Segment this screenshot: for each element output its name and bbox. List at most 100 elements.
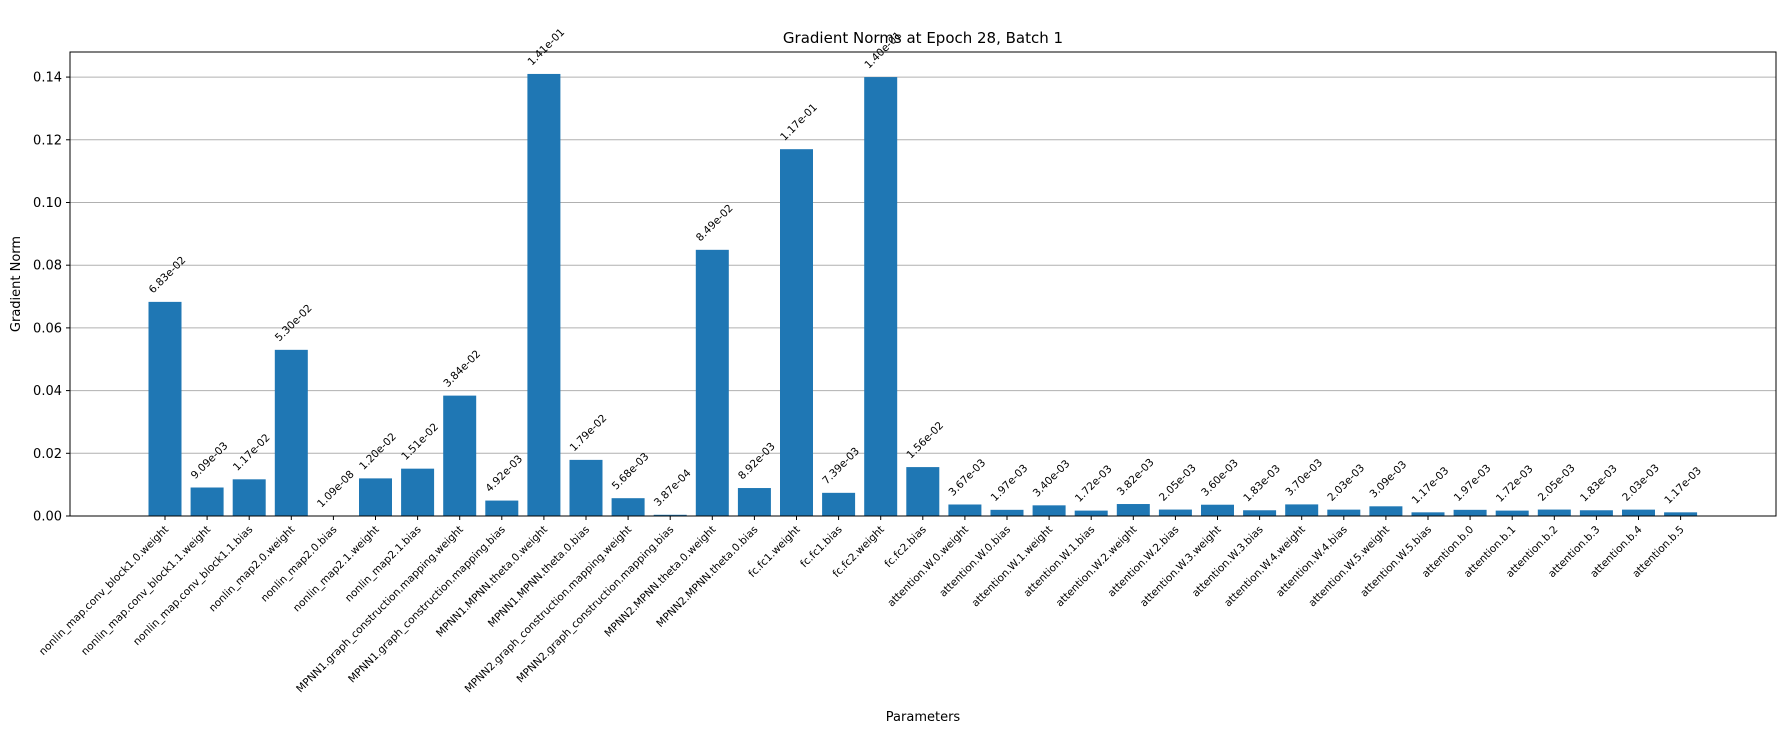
bar <box>822 492 856 516</box>
bar <box>1453 509 1487 516</box>
bar <box>232 479 266 516</box>
bar-value-label: 3.09e-03 <box>1368 459 1410 501</box>
bar <box>1243 510 1277 516</box>
bar-value-label: 1.72e-03 <box>1494 463 1536 505</box>
y-tick-label: 0.12 <box>33 133 62 148</box>
x-tick-label: MPNN1.graph_construction.mapping.bias <box>346 524 508 686</box>
bar <box>274 349 308 516</box>
x-tick-label: attention.W.0.bias <box>937 524 1013 600</box>
y-tick-label: 0.08 <box>33 259 62 274</box>
y-axis-label: Gradient Norm <box>9 236 24 332</box>
bar <box>148 301 182 516</box>
bar <box>190 487 224 516</box>
data-labels-layer: 6.83e-02 9.09e-03 1.17e-02 5.30e-02 1.09e-08… <box>147 26 1704 510</box>
x-ticks-layer: nonlin_map.conv_block1.0.weightnonlin_ma… <box>37 516 1687 695</box>
bar-value-label: 3.82e-03 <box>1115 456 1157 498</box>
bar-value-label: 1.09e-08 <box>315 468 357 510</box>
bar <box>1074 510 1108 516</box>
bar-value-label: 3.60e-03 <box>1199 457 1241 499</box>
bar <box>948 504 982 516</box>
bar-value-label: 5.30e-02 <box>273 302 315 344</box>
bar-value-label: 2.03e-03 <box>1325 462 1367 504</box>
bar <box>359 478 392 516</box>
bar <box>1158 509 1192 516</box>
bar-value-label: 3.84e-02 <box>441 348 483 390</box>
bar-value-label: 1.17e-03 <box>1662 465 1704 507</box>
bar <box>780 149 813 516</box>
bar <box>611 498 645 516</box>
y-tick-label: 0.06 <box>33 321 62 336</box>
y-ticks-layer: 0.00 0.02 0.04 0.06 0.08 0.10 0.12 0.14 <box>33 71 70 525</box>
x-tick-label: attention.W.3.weight <box>1138 524 1224 610</box>
x-tick-label: attention.W.4.weight <box>1222 524 1308 610</box>
bar-value-label: 1.97e-03 <box>1452 462 1494 504</box>
y-tick-label: 0.10 <box>33 196 62 211</box>
bar-value-label: 1.20e-02 <box>357 431 399 473</box>
bar <box>443 395 477 516</box>
x-tick-label: attention.W.5.bias <box>1358 524 1434 600</box>
y-tick-label: 0.14 <box>33 71 62 86</box>
bar-value-label: 1.51e-02 <box>399 421 441 463</box>
bar <box>1537 509 1571 516</box>
bar-value-label: 6.83e-02 <box>147 254 189 296</box>
x-tick-label: attention.W.3.bias <box>1190 524 1266 600</box>
bar-value-label: 2.03e-03 <box>1620 462 1662 504</box>
bar-value-label: 1.17e-02 <box>231 432 273 474</box>
x-tick-label: nonlin_map2.0.bias <box>259 524 340 605</box>
bar-value-label: 1.72e-03 <box>1073 463 1115 505</box>
bar-value-label: 5.68e-03 <box>610 451 652 493</box>
y-tick-label: 0.00 <box>33 510 62 525</box>
x-tick-label: attention.W.1.bias <box>1021 524 1097 600</box>
grid-layer <box>70 76 1776 517</box>
bar <box>1201 504 1234 516</box>
x-tick-label: attention.W.2.bias <box>1106 524 1182 600</box>
x-tick-label: attention.W.5.weight <box>1306 524 1392 610</box>
bar <box>527 73 561 516</box>
bar-value-label: 1.97e-03 <box>989 462 1031 504</box>
bar <box>1032 505 1066 516</box>
x-tick-label: nonlin_map2.1.weight <box>291 524 382 615</box>
x-tick-label: nonlin_map2.0.weight <box>207 524 298 615</box>
bars-layer <box>148 73 1698 516</box>
bar-value-label: 7.39e-03 <box>820 445 862 487</box>
bar-value-label: 1.83e-03 <box>1241 463 1283 505</box>
y-tick-label: 0.04 <box>33 384 62 399</box>
bar-value-label: 3.70e-03 <box>1283 457 1325 499</box>
y-tick-label: 0.02 <box>33 447 62 462</box>
bar <box>1579 510 1613 516</box>
x-tick-label: MPNN2.graph_construction.mapping.bias <box>515 524 677 686</box>
bar <box>1411 512 1445 516</box>
bar <box>864 77 898 516</box>
bar <box>1285 504 1319 516</box>
bar-value-label: 1.41e-01 <box>526 26 568 68</box>
bar-value-label: 9.09e-03 <box>189 440 231 482</box>
x-tick-label: attention.W.1.weight <box>970 524 1056 610</box>
x-tick-label: attention.W.4.bias <box>1274 524 1350 600</box>
bar <box>695 249 729 516</box>
bar <box>653 514 687 516</box>
bar <box>1116 504 1150 516</box>
bar-value-label: 2.05e-03 <box>1536 462 1578 504</box>
bar-value-label: 4.92e-03 <box>483 453 525 495</box>
bar-value-label: 8.49e-02 <box>694 202 736 244</box>
chart-title: Gradient Norms at Epoch 28, Batch 1 <box>783 29 1063 47</box>
bar-value-label: 1.56e-02 <box>904 419 946 461</box>
bar-value-label: 1.17e-03 <box>1410 465 1452 507</box>
x-tick-label: attention.W.2.weight <box>1054 524 1140 610</box>
bar <box>906 467 940 516</box>
bar <box>737 488 771 516</box>
bar-value-label: 1.79e-02 <box>568 412 610 454</box>
bar-value-label: 3.67e-03 <box>947 457 989 499</box>
x-axis-label: Parameters <box>886 710 961 725</box>
bar <box>1664 512 1698 516</box>
bar <box>1495 510 1529 516</box>
bar <box>485 500 519 516</box>
bar-value-label: 1.17e-01 <box>778 102 820 144</box>
bar-value-label: 1.83e-03 <box>1578 463 1620 505</box>
bar <box>990 509 1024 516</box>
bar <box>401 468 435 516</box>
bar-value-label: 3.40e-03 <box>1031 458 1073 500</box>
x-tick-label: attention.W.0.weight <box>885 524 971 610</box>
